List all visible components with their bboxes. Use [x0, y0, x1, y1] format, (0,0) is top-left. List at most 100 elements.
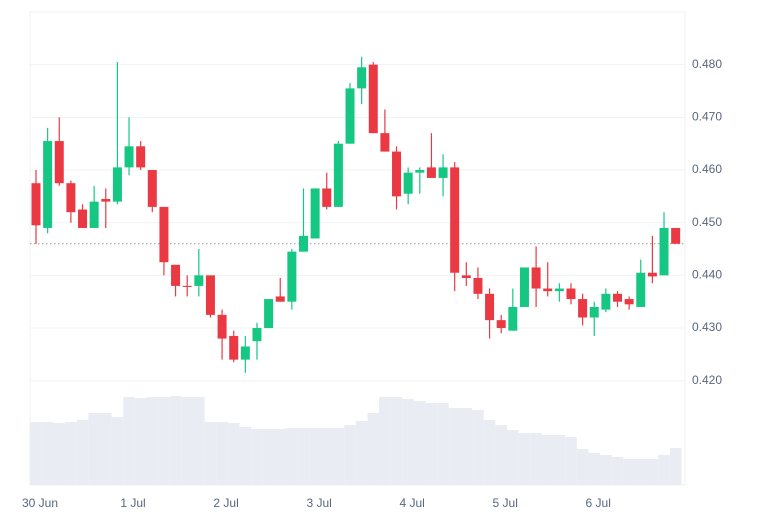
y-tick-label: 0.440 — [692, 268, 722, 282]
volume-bar — [332, 428, 345, 485]
y-tick-label: 0.460 — [692, 162, 722, 176]
candle-body — [392, 151, 402, 197]
volume-bar — [588, 453, 601, 485]
candle-body — [101, 198, 111, 202]
x-tick-label: 4 Jul — [399, 496, 424, 510]
volume-bar — [274, 429, 287, 485]
volume-bar — [565, 437, 577, 485]
candle-body — [566, 288, 576, 300]
y-tick-label: 0.480 — [692, 57, 722, 71]
volume-bar — [158, 397, 170, 485]
volume-bar — [425, 403, 438, 485]
candle-body — [147, 170, 157, 207]
volume-bar — [320, 428, 333, 485]
candle-body — [659, 227, 669, 276]
volume-bar — [169, 396, 182, 485]
candle-body — [647, 272, 657, 277]
candle-body — [287, 251, 297, 302]
volume-bar — [123, 397, 135, 485]
candle-body — [31, 183, 41, 226]
volume-bar — [227, 423, 240, 485]
candle-body — [450, 167, 460, 273]
volume-bar — [65, 422, 77, 485]
candle-body — [508, 306, 518, 331]
volume-bar — [623, 459, 635, 485]
candle-body — [264, 299, 274, 329]
candle-body — [578, 299, 588, 318]
volume-bar — [518, 433, 531, 485]
volume-bar — [390, 397, 403, 485]
volume-bar — [344, 425, 356, 485]
volume-bar — [239, 427, 252, 485]
x-tick-label: 1 Jul — [120, 496, 145, 510]
volume-bar — [367, 413, 380, 485]
volume-bar — [576, 449, 589, 485]
candle-body — [217, 314, 227, 339]
volume-bar — [193, 397, 205, 485]
candle-body — [589, 306, 599, 318]
volume-bar — [204, 422, 217, 485]
candle-body — [136, 146, 146, 168]
volume-bar — [669, 448, 682, 485]
candle-body — [636, 272, 646, 307]
candle-body — [78, 209, 88, 228]
volume-bar — [413, 401, 426, 485]
volume-bar — [355, 421, 368, 485]
candle-body — [485, 293, 495, 321]
candle-body — [426, 167, 436, 178]
volume-bar — [634, 459, 647, 485]
volume-bar — [134, 398, 147, 485]
candle-body — [496, 320, 506, 329]
volume-bar — [507, 430, 519, 485]
volume-bar — [251, 429, 263, 485]
volume-bar — [437, 403, 449, 485]
x-tick-label: 2 Jul — [213, 496, 238, 510]
candle-body — [531, 267, 541, 289]
volume-bar — [88, 413, 100, 485]
candle-body — [229, 335, 239, 360]
volume-bar — [495, 425, 508, 485]
candle-body — [403, 172, 413, 194]
volume-bar — [286, 428, 298, 485]
candle-body — [194, 275, 204, 286]
candle-body — [54, 141, 64, 184]
volume-bar — [530, 433, 542, 485]
candle-body — [205, 275, 215, 315]
candle-body — [275, 296, 285, 302]
volume-bar — [402, 399, 414, 485]
volume-bar — [553, 435, 566, 485]
candle-body — [473, 277, 483, 294]
x-tick-label: 5 Jul — [493, 496, 518, 510]
candle-body — [624, 299, 634, 305]
candle-body — [298, 235, 308, 252]
candle-body — [671, 227, 681, 244]
volume-bar — [379, 397, 391, 485]
volume-bar — [99, 413, 112, 485]
volume-bar — [76, 420, 89, 485]
volume-bar — [541, 435, 554, 485]
candle-body — [357, 67, 367, 89]
x-tick-label: 6 Jul — [586, 496, 611, 510]
candle-body — [415, 170, 425, 173]
candle-body — [89, 201, 99, 228]
volume-bar — [30, 422, 42, 485]
candle-body — [554, 288, 564, 292]
candle-body — [613, 293, 622, 302]
volume-bar — [646, 459, 659, 485]
candle-body — [310, 188, 320, 239]
volume-bar — [181, 397, 194, 485]
candle-body — [601, 293, 611, 310]
volume-bar — [658, 455, 670, 485]
volume-bar — [53, 423, 66, 485]
candle-body — [182, 285, 192, 287]
volume-bar — [611, 457, 624, 485]
volume-bar — [216, 422, 228, 485]
candle-body — [333, 143, 343, 207]
volume-bar — [483, 420, 496, 485]
x-tick-label: 30 Jun — [22, 496, 58, 510]
candle-body — [112, 167, 122, 202]
volume-bar — [146, 397, 159, 485]
candle-body — [43, 141, 53, 228]
